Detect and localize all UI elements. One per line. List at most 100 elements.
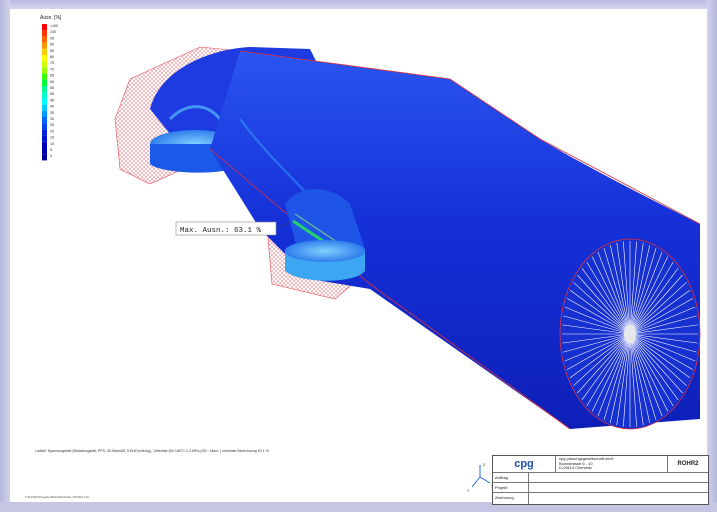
end-cap-spoke — [567, 333, 631, 370]
end-cap-spoke — [629, 333, 697, 353]
company-logo: cpg — [514, 458, 534, 470]
legend-tick-label: 25 — [50, 123, 54, 127]
company-logo-cell: cpg — [493, 456, 556, 473]
end-cap-spoke — [629, 247, 657, 335]
end-cap-spoke — [629, 315, 697, 335]
window-frame-left — [0, 0, 10, 512]
title-block: cpg cpg planungsgesellschaft mbH Bonnstr… — [492, 455, 709, 505]
load-case-description: Ladfall: Spannungsbild (Belastungsfall: … — [35, 449, 270, 453]
end-cap-spoke — [591, 256, 631, 335]
legend-swatch — [42, 24, 47, 31]
end-cap-spoke — [609, 244, 631, 335]
end-cap-spokes — [562, 241, 698, 427]
legend-tick-label: 85 — [50, 49, 54, 53]
end-cap-spoke — [577, 274, 631, 335]
end-cap-spoke — [603, 247, 631, 335]
end-cap-spoke — [629, 251, 663, 335]
end-cap-spoke — [591, 333, 631, 412]
legend-swatch — [42, 30, 47, 37]
end-cap-spoke — [629, 274, 683, 335]
legend-swatch — [42, 55, 47, 62]
lower-branch-nozzle — [285, 189, 365, 281]
legend-tick-label: 5 — [50, 148, 52, 152]
axis-z-label: Z — [483, 462, 486, 467]
end-cap — [559, 238, 701, 430]
end-cap-spoke — [629, 333, 674, 407]
legend-swatch — [42, 104, 47, 111]
legend-swatch — [42, 67, 47, 74]
end-cap-spoke — [629, 333, 637, 427]
end-cap-spoke — [629, 244, 651, 335]
company-line: Bonnstrasse 6 - 10 — [559, 460, 593, 466]
end-cap-spoke — [563, 333, 631, 353]
end-cap-spoke — [629, 333, 691, 379]
end-cap-spoke — [629, 333, 698, 344]
end-cap-spoke — [609, 333, 631, 424]
legend-swatch — [42, 61, 47, 68]
row-value — [529, 493, 708, 504]
legend-tick-label: 40 — [50, 105, 54, 109]
legend-tick-label: 20 — [50, 129, 54, 133]
drawing-sheet: Ausn. [%] >100 100 95 90 85 80 75 70 65 60 55 50 45 4… — [10, 9, 707, 502]
row-label: Zeichnung — [493, 493, 529, 504]
row-value — [529, 473, 708, 483]
legend-swatch — [42, 98, 47, 105]
legend-swatch — [42, 110, 47, 117]
end-cap-spoke — [629, 306, 696, 335]
legend-tick-label: 0 — [50, 154, 52, 158]
end-cap-spoke — [567, 298, 631, 335]
legend-swatch — [42, 129, 47, 136]
legend-title: Ausn. [%] — [40, 15, 62, 21]
legend-swatch — [42, 73, 47, 80]
end-cap-spoke — [569, 289, 631, 335]
end-cap-spoke — [629, 333, 669, 412]
row-value — [529, 483, 708, 493]
end-cap-spoke — [629, 333, 679, 400]
end-cap-spoke — [623, 333, 631, 427]
end-cap-spoke — [616, 333, 631, 426]
legend-tick-label: 30 — [50, 117, 54, 121]
max-value-annotation[interactable]: Max. Ausn.: 63.1 % — [175, 221, 293, 236]
window-frame-bottom — [0, 502, 717, 512]
end-cap-spoke — [562, 324, 631, 335]
end-cap-spoke — [581, 268, 631, 335]
end-cap-spoke — [629, 256, 669, 335]
end-cap-spoke — [573, 282, 631, 335]
end-cap-spoke — [564, 306, 631, 335]
legend-tick-label: 45 — [50, 98, 54, 102]
row-label: Projekt — [493, 483, 529, 493]
legend-tick-label: >100 — [50, 24, 58, 28]
legend-tick-label: 55 — [50, 86, 54, 90]
legend-swatch — [42, 141, 47, 148]
row-label: Auftrag — [493, 473, 529, 483]
fea-model-canvas[interactable]: Ausn. [%] >10010095908580757065605550454… — [10, 9, 707, 502]
program-name: ROHR2 — [677, 461, 699, 467]
legend-tick-label: 95 — [50, 36, 54, 40]
end-cap-spoke — [581, 333, 631, 400]
legend-tick-label: 80 — [50, 55, 54, 59]
legend-tick-label: 70 — [50, 67, 54, 71]
color-legend: >100100959085807570656055504540353025201… — [42, 24, 58, 161]
axis-y-label: Y — [467, 488, 470, 493]
end-cap-spoke — [629, 268, 679, 335]
legend-tick-label: 50 — [50, 92, 54, 96]
legend-tick-label: 15 — [50, 136, 54, 140]
end-cap-spoke — [562, 333, 631, 344]
end-cap-spoke — [629, 282, 687, 335]
end-cap-spoke — [597, 251, 631, 335]
end-cap-spoke — [616, 242, 631, 335]
end-cap-spoke — [629, 333, 683, 394]
end-cap-spoke — [629, 333, 663, 417]
end-cap-spoke — [629, 242, 644, 335]
end-cap-spoke — [629, 333, 693, 370]
legend-swatch — [42, 135, 47, 142]
company-line: cpg planungsgesellschaft mbH — [559, 456, 614, 461]
end-cap-spoke — [564, 333, 631, 362]
file-path: T:\DATEN\Projekte\ROHR2\Modell_ROHR2.roh… — [25, 495, 89, 499]
end-cap-spoke — [577, 333, 631, 394]
end-cap-spoke — [629, 324, 698, 335]
end-cap-spoke — [629, 333, 696, 362]
legend-tick-label: 65 — [50, 74, 54, 78]
max-value-label: Max. Ausn.: 63.1 % — [180, 227, 262, 235]
end-cap-spoke — [629, 289, 691, 335]
